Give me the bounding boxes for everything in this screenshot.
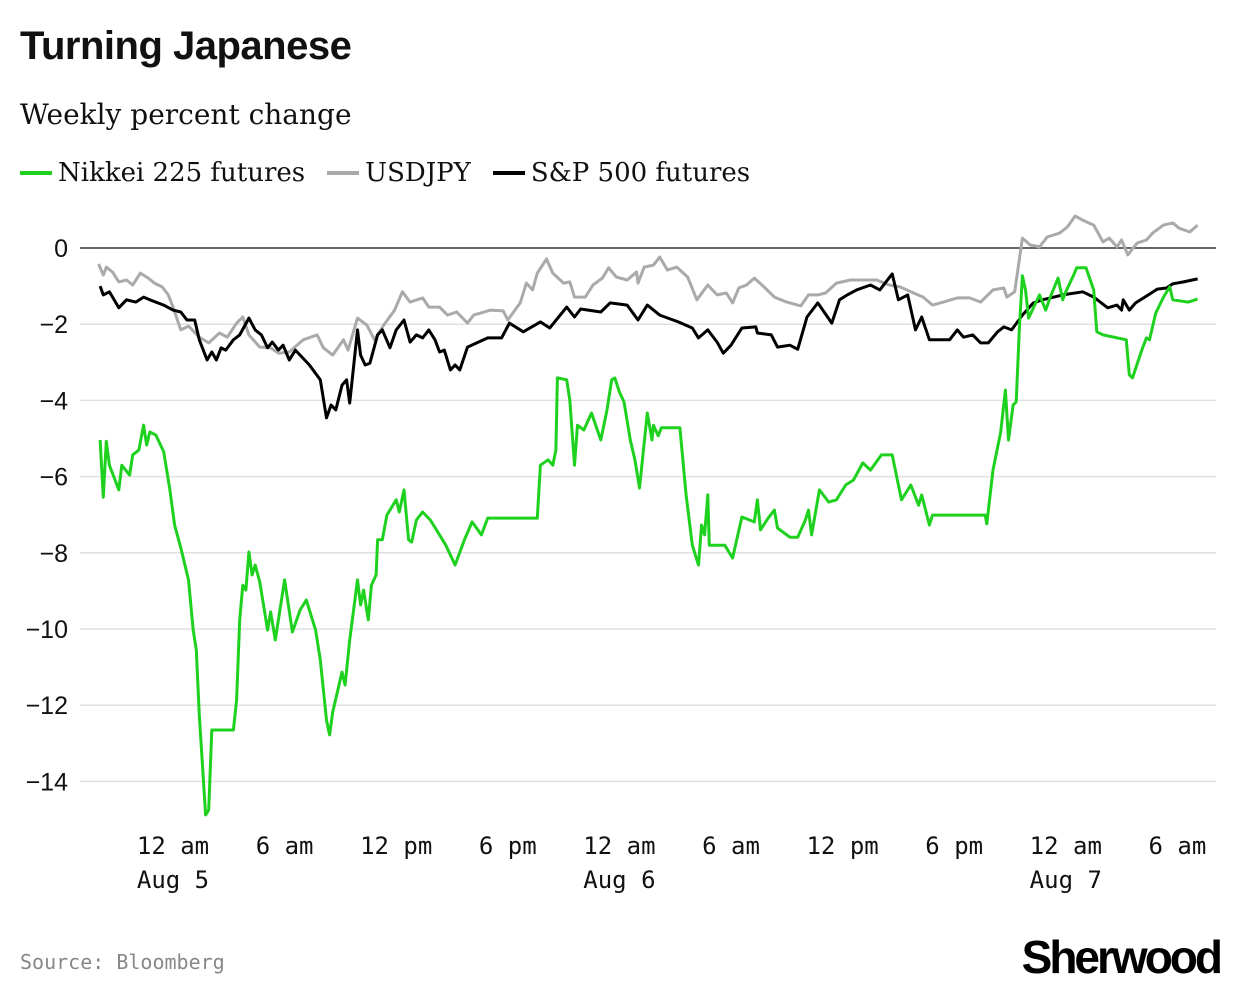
legend-swatch-usdjpy: [327, 171, 360, 175]
x-tick-label: 6 pm: [479, 832, 537, 860]
y-tick-label: −10: [26, 616, 68, 644]
x-tick-label: 12 am: [1030, 832, 1102, 860]
x-tick-sublabel: Aug 5: [137, 866, 209, 894]
x-tick-sublabel: Aug 7: [1030, 866, 1102, 894]
x-tick-label: 12 am: [137, 832, 209, 860]
x-tick-label: 12 pm: [806, 832, 878, 860]
x-tick-label: 6 pm: [925, 832, 983, 860]
y-tick-label: −2: [39, 311, 68, 339]
legend-label-usdjpy: USDJPY: [365, 158, 471, 188]
chart-subtitle: Weekly percent change: [20, 98, 352, 131]
x-tick-label: 6 am: [1149, 832, 1207, 860]
legend-swatch-nikkei: [20, 171, 52, 175]
series-line-nikkei: [98, 266, 1199, 817]
y-tick-label: −14: [26, 768, 69, 796]
y-tick-label: 0: [54, 235, 68, 263]
sherwood-logo: Sherwood: [1021, 931, 1223, 983]
y-tick-label: −6: [39, 464, 68, 492]
legend-item-usdjpy: USDJPY: [327, 158, 471, 188]
x-tick-label: 12 am: [583, 832, 655, 860]
x-tick-sublabel: Aug 6: [583, 866, 655, 894]
series-line-sp500: [98, 272, 1198, 420]
source-note: Source: Bloomberg: [20, 950, 225, 974]
legend-item-sp500: S&P 500 futures: [492, 158, 751, 188]
legend: Nikkei 225 futures USDJPY S&P 500 future…: [20, 158, 750, 188]
y-tick-label: −4: [39, 387, 68, 415]
legend-label-sp500: S&P 500 futures: [530, 158, 751, 188]
y-tick-label: −8: [39, 540, 68, 568]
y-tick-label: −12: [26, 692, 68, 720]
x-tick-label: 6 am: [702, 832, 760, 860]
legend-label-nikkei: Nikkei 225 futures: [58, 158, 306, 188]
legend-item-nikkei: Nikkei 225 futures: [20, 158, 305, 188]
x-tick-label: 6 am: [256, 832, 314, 860]
series-line-usdjpy: [97, 214, 1199, 357]
legend-swatch-sp500: [492, 171, 525, 175]
x-tick-label: 12 pm: [360, 832, 432, 860]
chart-title: Turning Japanese: [20, 24, 352, 68]
